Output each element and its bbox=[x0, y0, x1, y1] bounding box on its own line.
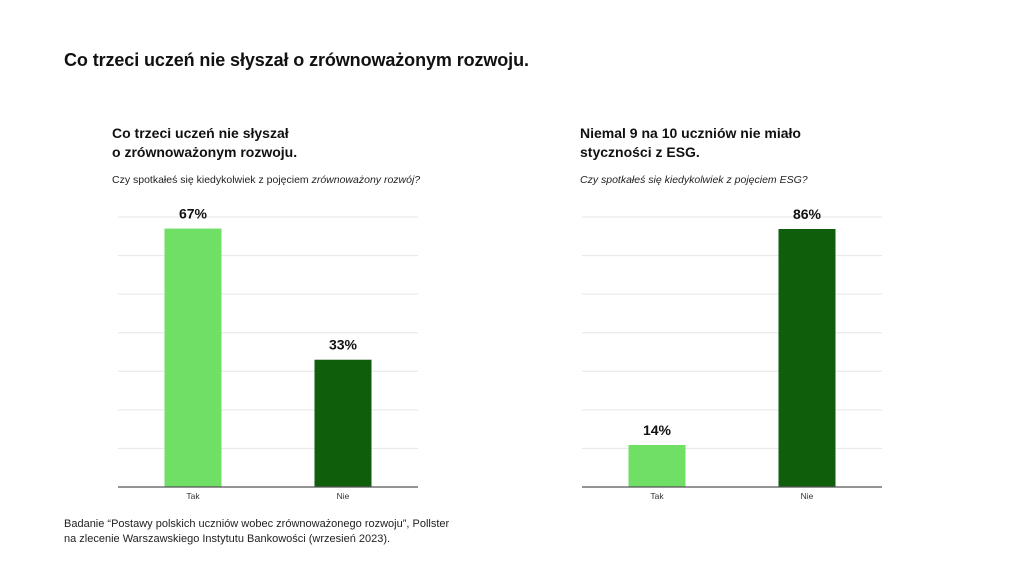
chart-title: Co trzeci uczeń nie słyszał o zrównoważo… bbox=[112, 125, 298, 160]
bar-tak bbox=[628, 445, 686, 487]
source-line-1: Badanie “Postawy polskich uczniów wobec … bbox=[64, 518, 450, 530]
data-label: 86% bbox=[793, 206, 822, 222]
data-label: 14% bbox=[643, 422, 672, 438]
question-italic: Czy spotkałeś się kiedykolwiek z pojęcie… bbox=[580, 174, 808, 186]
data-label: 67% bbox=[179, 206, 208, 222]
chart-question: Czy spotkałeś się kiedykolwiek z pojęcie… bbox=[580, 174, 900, 186]
tick-label: Nie bbox=[801, 491, 814, 501]
tick-label: Nie bbox=[337, 491, 350, 501]
chart-title: Niemal 9 na 10 uczniów nie miało styczno… bbox=[580, 125, 801, 160]
chart-right: Niemal 9 na 10 uczniów nie miało styczno… bbox=[580, 124, 900, 186]
page-title: Co trzeci uczeń nie słyszał o zrównoważo… bbox=[64, 50, 529, 70]
tick-label: Tak bbox=[650, 491, 664, 501]
chart-left: Co trzeci uczeń nie słyszał o zrównoważo… bbox=[112, 124, 432, 186]
tick-label: Tak bbox=[186, 491, 200, 501]
chart-left-plot: 67% Tak 33% Nie bbox=[118, 206, 418, 501]
bar-nie bbox=[314, 359, 372, 487]
bar-tak bbox=[164, 228, 222, 488]
chart-right-plot: 14% Tak 86% Nie bbox=[582, 206, 882, 501]
source-line-2: na zlecenie Warszawskiego Instytutu Bank… bbox=[64, 533, 391, 545]
data-label: 33% bbox=[329, 337, 358, 353]
question-plain: Czy spotkałeś się kiedykolwiek z pojęcie… bbox=[112, 174, 312, 186]
chart-question: Czy spotkałeś się kiedykolwiek z pojęcie… bbox=[112, 174, 432, 186]
bar-nie bbox=[778, 229, 836, 487]
question-italic: zrównoważony rozwój? bbox=[311, 174, 421, 186]
source-note: Badanie “Postawy polskich uczniów wobec … bbox=[64, 517, 449, 547]
